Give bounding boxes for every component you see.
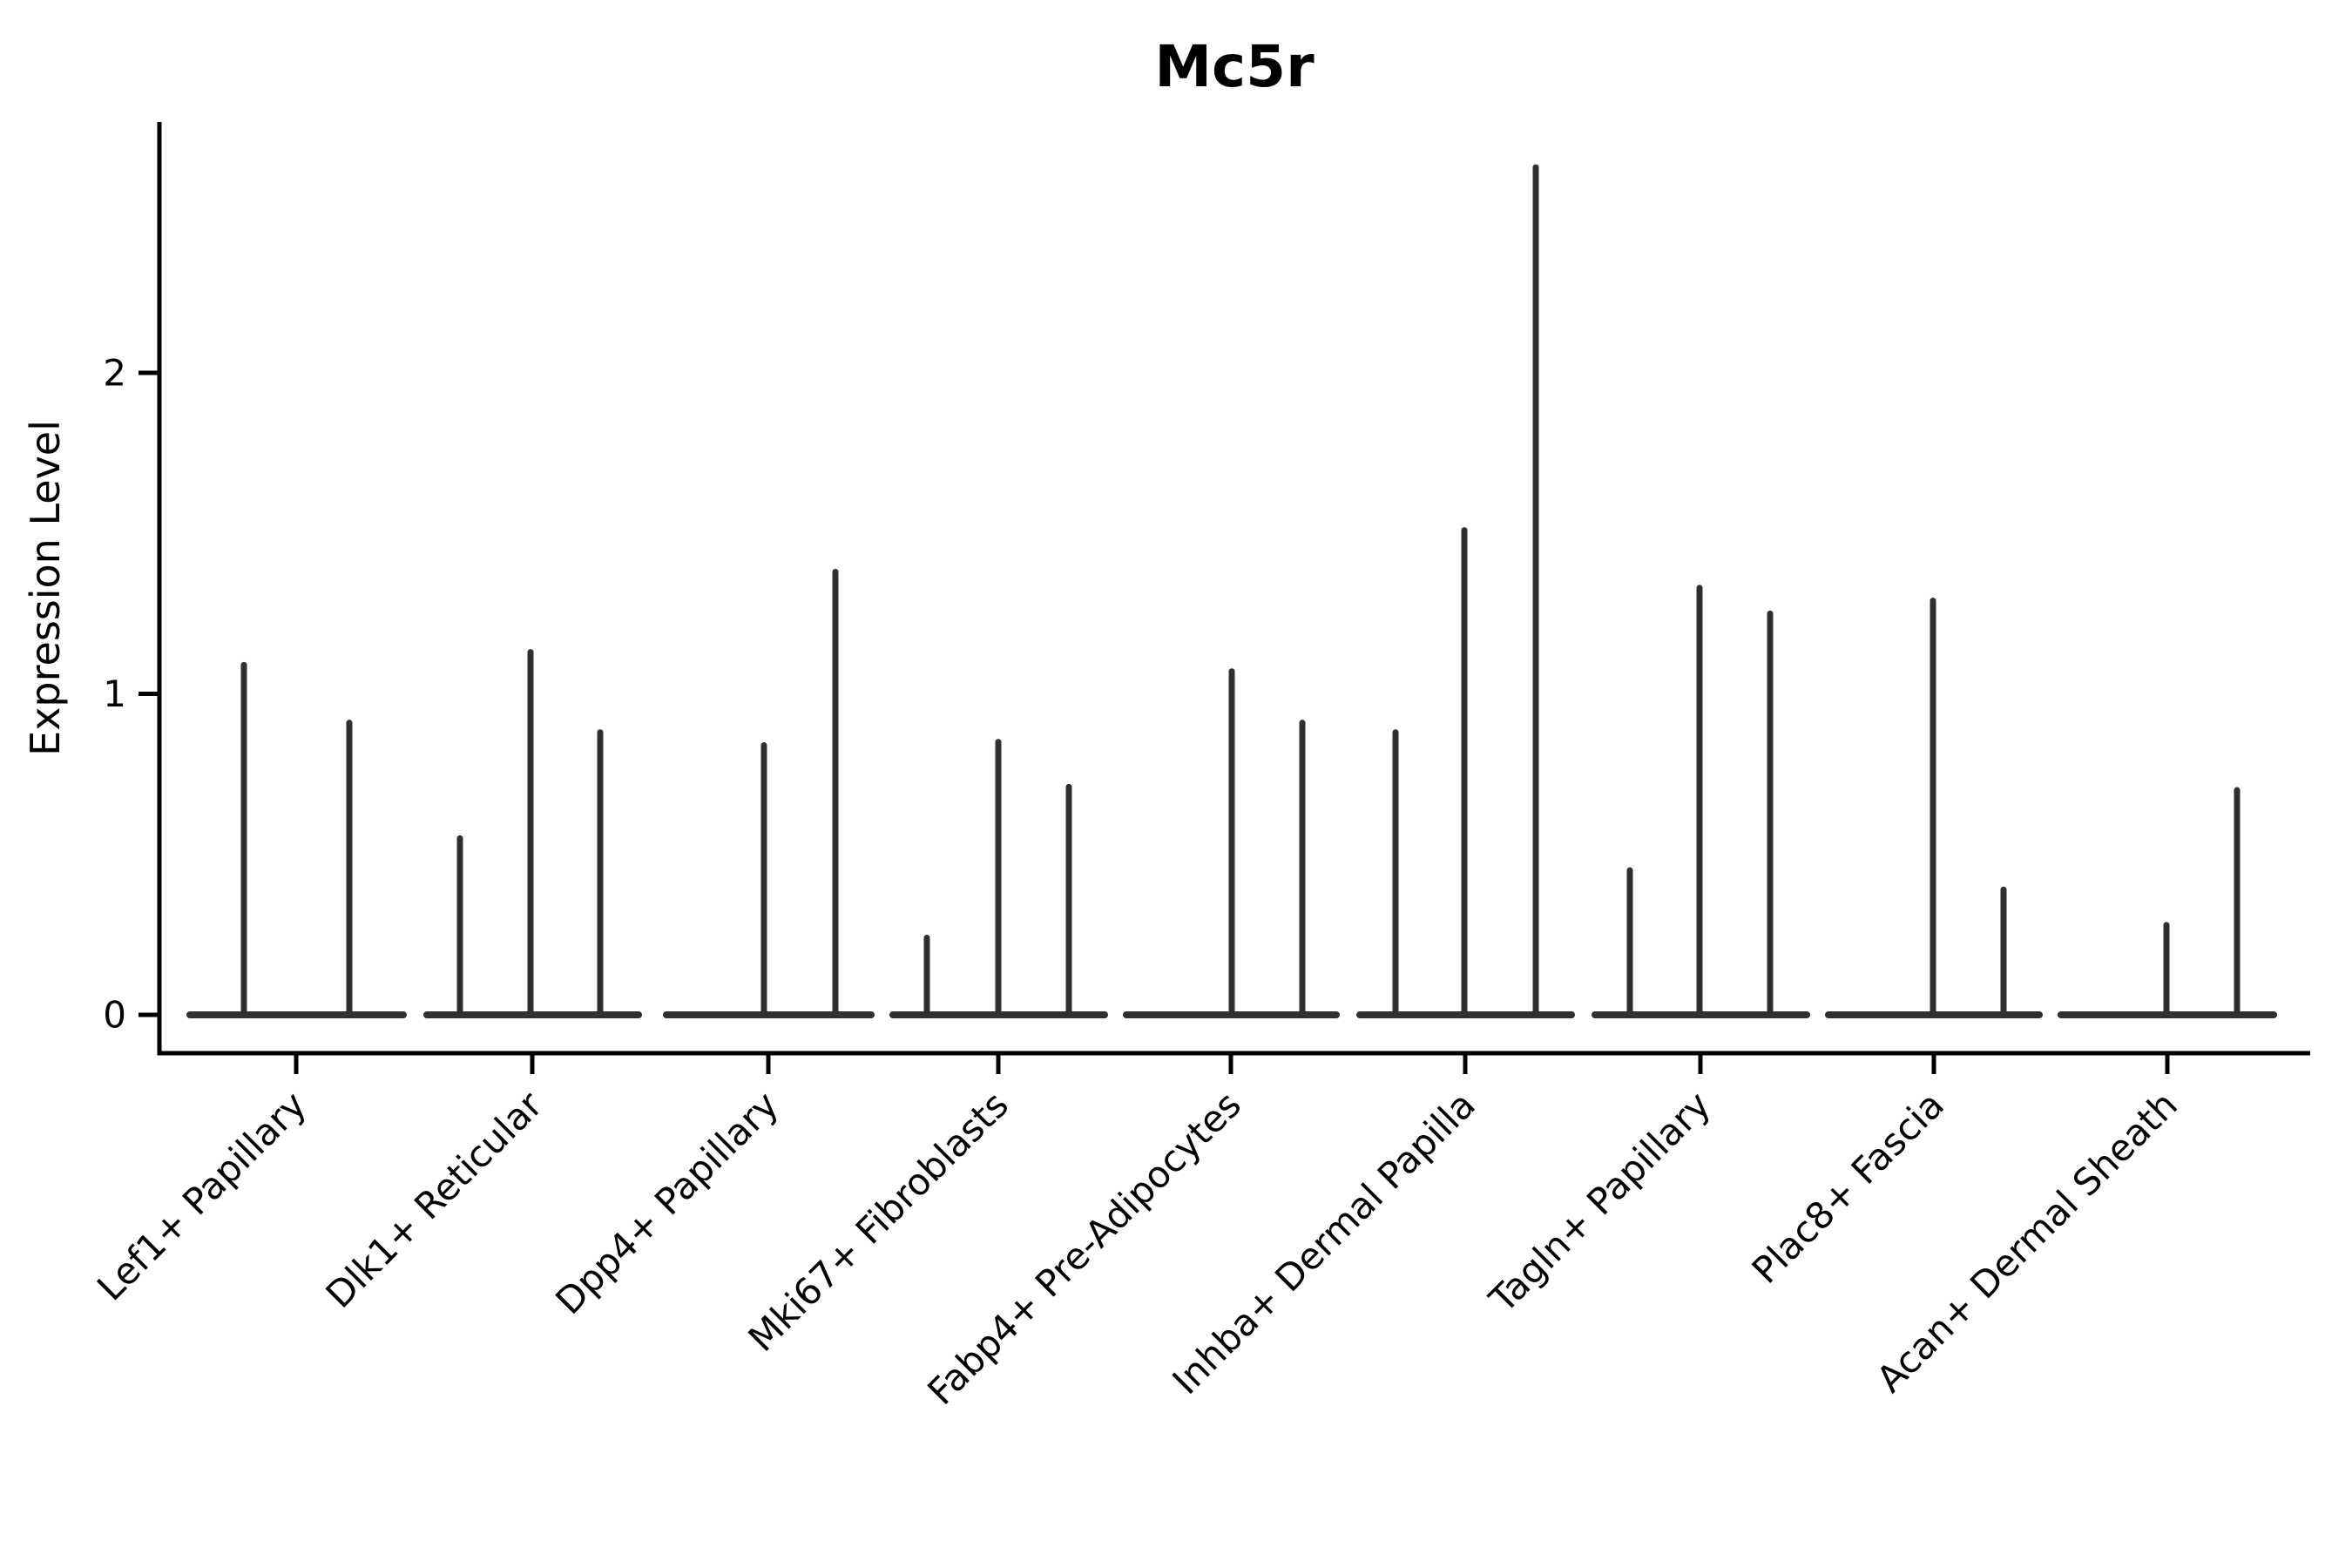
y-tick-label: 2 xyxy=(103,352,126,395)
y-tick-label: 1 xyxy=(103,672,126,715)
x-tick-label: Mki67+ Fibroblasts xyxy=(740,1083,1017,1359)
violin-series xyxy=(186,164,2277,1018)
x-tick-label: Dlk1+ Reticular xyxy=(318,1083,551,1316)
y-axis-label: Expression Level xyxy=(22,420,69,756)
x-tick-label: Plac8+ Fascia xyxy=(1744,1083,1952,1291)
x-tick-label: Lef1+ Papillary xyxy=(89,1083,314,1308)
plot-title: Mc5r xyxy=(1154,33,1315,100)
x-tick-label: Tagln+ Papillary xyxy=(1481,1083,1719,1321)
x-tick-label: Dpp4+ Papillary xyxy=(547,1083,787,1322)
y-tick-label: 0 xyxy=(103,994,126,1037)
